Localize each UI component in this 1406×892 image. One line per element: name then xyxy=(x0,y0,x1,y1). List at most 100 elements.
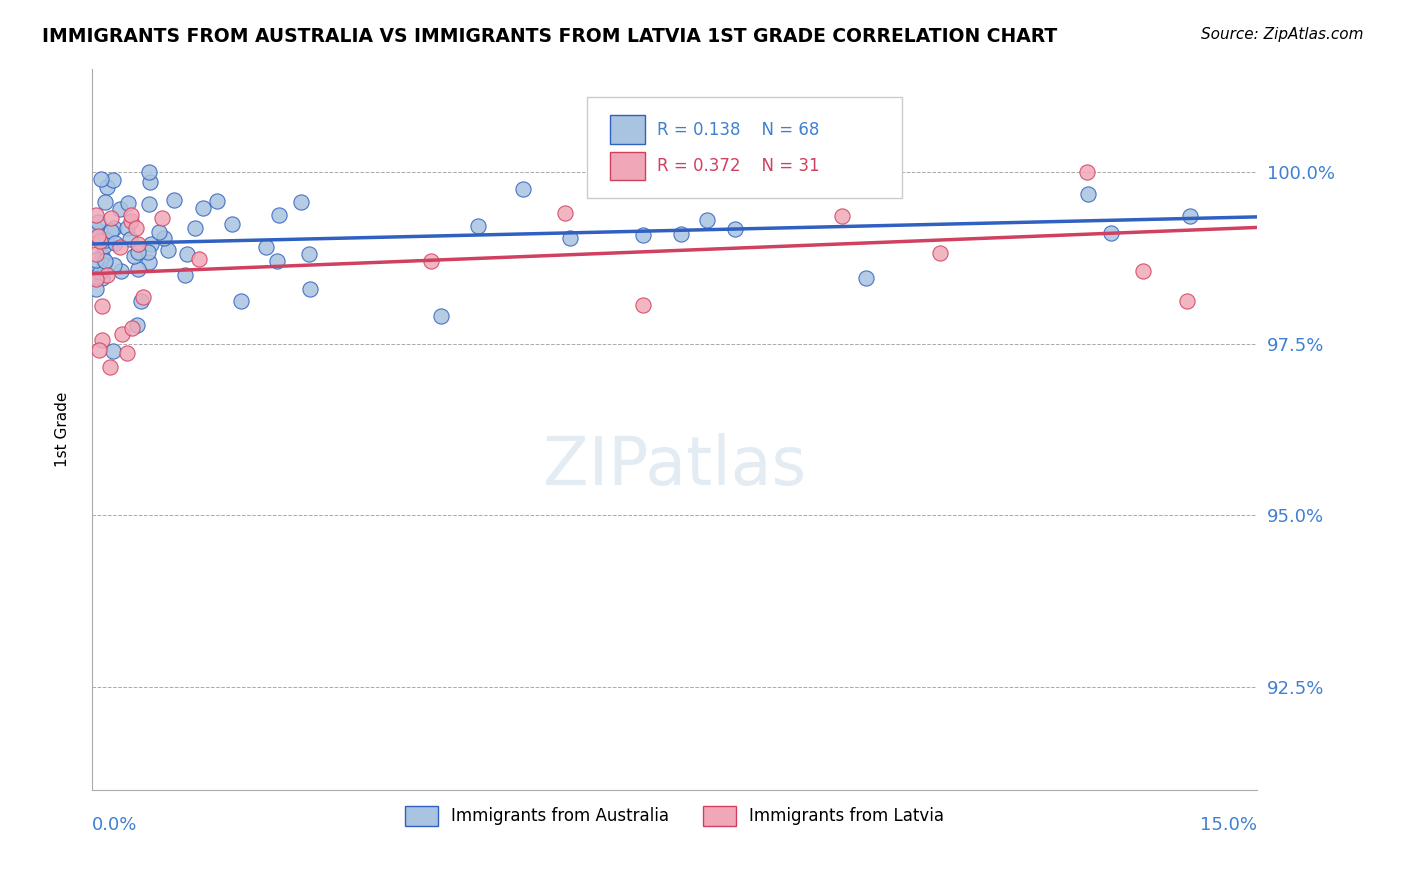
Point xyxy=(298,282,321,296)
Point xyxy=(104,235,127,250)
Point xyxy=(669,227,692,241)
Point xyxy=(138,197,160,211)
Point xyxy=(173,268,195,282)
Point xyxy=(90,334,112,348)
Point xyxy=(176,247,198,261)
Point xyxy=(98,359,121,374)
Point xyxy=(150,211,173,225)
Point xyxy=(136,244,159,259)
Point xyxy=(467,219,489,233)
Bar xyxy=(610,115,645,145)
Point xyxy=(267,208,290,222)
Point xyxy=(96,180,118,194)
Point xyxy=(430,310,453,324)
Point xyxy=(188,252,211,266)
Point xyxy=(929,246,952,260)
Point xyxy=(110,264,132,278)
Point xyxy=(103,221,125,235)
Point xyxy=(631,298,654,312)
Point xyxy=(298,246,321,260)
Point xyxy=(117,196,139,211)
Point xyxy=(84,252,107,267)
Point xyxy=(108,239,131,253)
Point xyxy=(152,231,174,245)
Text: R = 0.372    N = 31: R = 0.372 N = 31 xyxy=(657,157,820,175)
Point xyxy=(229,294,252,309)
Point xyxy=(103,344,125,359)
Point xyxy=(110,202,132,216)
Point xyxy=(84,223,107,237)
Point xyxy=(115,221,138,235)
Text: 1st Grade: 1st Grade xyxy=(55,392,70,467)
Point xyxy=(103,172,125,186)
Point xyxy=(1076,164,1098,178)
Legend: Immigrants from Australia, Immigrants from Latvia: Immigrants from Australia, Immigrants fr… xyxy=(398,799,950,832)
Point xyxy=(120,208,142,222)
Point xyxy=(696,213,718,227)
Point xyxy=(831,209,853,223)
Point xyxy=(93,253,115,268)
Point xyxy=(120,214,142,228)
Point xyxy=(121,320,143,334)
Point xyxy=(93,194,115,209)
Point xyxy=(558,231,581,245)
Point xyxy=(139,236,162,251)
Point xyxy=(93,239,115,253)
Point xyxy=(266,253,288,268)
Point xyxy=(127,245,149,260)
Point xyxy=(148,225,170,239)
Point xyxy=(115,346,138,360)
Point xyxy=(86,229,108,244)
Point xyxy=(87,215,110,229)
Point xyxy=(84,282,107,296)
Point xyxy=(1175,294,1198,309)
Text: ZIPatlas: ZIPatlas xyxy=(543,433,806,499)
Point xyxy=(1132,264,1154,278)
Point xyxy=(724,222,747,236)
Point xyxy=(89,235,111,249)
Point xyxy=(89,343,111,358)
Point xyxy=(157,243,180,257)
Point xyxy=(127,262,149,277)
Point xyxy=(94,233,117,247)
Point xyxy=(84,221,107,235)
Point xyxy=(91,299,114,313)
Point xyxy=(1077,187,1099,202)
Point xyxy=(93,258,115,272)
Point xyxy=(855,270,877,285)
Point xyxy=(100,224,122,238)
Point xyxy=(127,236,149,251)
Text: R = 0.138    N = 68: R = 0.138 N = 68 xyxy=(657,121,820,139)
Point xyxy=(84,208,107,222)
Text: 15.0%: 15.0% xyxy=(1201,815,1257,834)
Text: Source: ZipAtlas.com: Source: ZipAtlas.com xyxy=(1201,27,1364,42)
Point xyxy=(139,175,162,189)
Point xyxy=(96,268,118,283)
Point xyxy=(419,254,441,268)
Point xyxy=(131,290,153,304)
Point xyxy=(84,247,107,261)
Point xyxy=(125,221,148,235)
Point xyxy=(554,206,576,220)
Text: 0.0%: 0.0% xyxy=(91,815,138,834)
Point xyxy=(205,194,228,208)
Point xyxy=(125,318,148,332)
Point xyxy=(1099,226,1122,240)
Point xyxy=(138,255,160,269)
Point xyxy=(89,265,111,279)
Point xyxy=(84,269,107,284)
Text: IMMIGRANTS FROM AUSTRALIA VS IMMIGRANTS FROM LATVIA 1ST GRADE CORRELATION CHART: IMMIGRANTS FROM AUSTRALIA VS IMMIGRANTS … xyxy=(42,27,1057,45)
Point xyxy=(124,249,146,263)
Point xyxy=(807,164,830,178)
Point xyxy=(290,194,312,209)
FancyBboxPatch shape xyxy=(588,97,901,198)
Point xyxy=(631,227,654,242)
Point xyxy=(84,271,107,285)
Point xyxy=(129,293,152,308)
Point xyxy=(1180,210,1202,224)
Point xyxy=(623,164,645,178)
Point xyxy=(138,164,160,178)
Point xyxy=(221,217,243,231)
Point xyxy=(118,232,141,246)
Point xyxy=(100,211,122,225)
